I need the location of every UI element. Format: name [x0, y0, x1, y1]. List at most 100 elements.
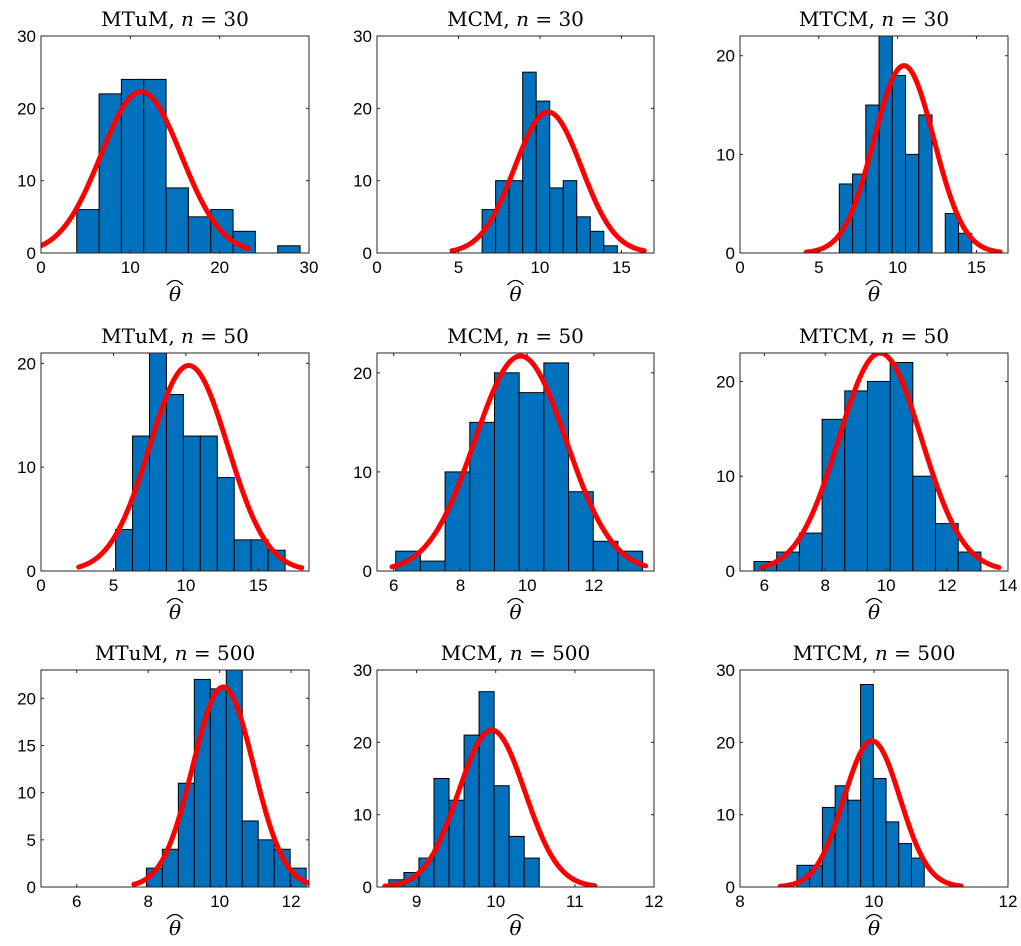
bars-mtum-n50 [115, 353, 286, 571]
panel-mcm-n30: 0 5 10 15 0 10 20 30 MCM, n = 30 θ [353, 7, 655, 306]
histogram-bar [209, 688, 227, 887]
y-tick-label: 10 [17, 784, 36, 803]
histogram-bar [535, 100, 551, 253]
hat-accent-icon [507, 597, 524, 604]
hat-accent-icon [865, 597, 883, 604]
x-tick-label: 8 [456, 576, 465, 595]
histogram-bar [493, 372, 520, 571]
y-tick-label: 10 [716, 145, 735, 164]
histogram-bar [478, 691, 495, 887]
axes-box [376, 35, 655, 254]
panel-mtcm-n30: 0 5 10 15 0 10 20 MTCM, n = 30 θ [716, 7, 1009, 306]
y-tick-label: 20 [353, 99, 372, 118]
normal-fit-curve [382, 727, 598, 887]
histogram-bar [847, 799, 862, 887]
x-tick-label: 10 [210, 892, 229, 911]
x-tick-label: 10 [530, 258, 549, 277]
histogram-bar [143, 78, 167, 253]
panel-mcm-n50: 6 8 10 12 0 10 20 MCM, n = 50 θ [353, 324, 655, 624]
x-tick-label: 8 [821, 576, 830, 595]
y-tick-label: 10 [716, 806, 735, 825]
y-tick-label: 0 [726, 878, 735, 897]
normal-fit-curve [803, 63, 1003, 253]
y-tick-label: 0 [363, 244, 372, 263]
histogram-bar [241, 820, 259, 887]
y-tick-label: 20 [17, 689, 36, 708]
x-tick-label: 8 [143, 892, 152, 911]
panel-mtcm-n50: 6 8 10 12 14 0 10 20 MTCM, n = 50 θ [716, 324, 1017, 624]
bars-mtum-n30 [76, 78, 301, 253]
histogram-bar [898, 843, 913, 887]
histogram-bar [562, 180, 578, 253]
y-tick-label: 0 [27, 562, 36, 581]
y-tick-label: 15 [17, 736, 36, 755]
histogram-bar [419, 560, 446, 571]
axes-box [739, 35, 1009, 254]
histogram-bar [165, 187, 189, 253]
axes-box [376, 669, 655, 888]
chart-title: MTuM, n = 50 [101, 324, 249, 348]
x-tick-label: 15 [967, 258, 986, 277]
hat-accent-icon [865, 913, 883, 920]
x-tick-label: 10 [121, 258, 140, 277]
normal-fit-curve [41, 89, 251, 251]
chart-title: MCM, n = 500 [441, 641, 591, 665]
histogram-bar [589, 230, 605, 253]
histogram-bar [905, 153, 920, 253]
x-tick-label: 10 [518, 576, 537, 595]
x-tick-label: 6 [760, 576, 769, 595]
bars-mtcm-n500 [796, 683, 925, 887]
histogram-bar [493, 785, 510, 887]
y-tick-label: 10 [17, 172, 36, 191]
axes-box [40, 669, 310, 888]
x-axis-label: θ [509, 600, 521, 624]
x-tick-label: 11 [566, 892, 584, 911]
normal-fit-curve [131, 684, 309, 887]
y-tick-label: 20 [353, 733, 372, 752]
y-tick-label: 30 [353, 661, 372, 680]
y-tick-label: 0 [726, 562, 735, 581]
hat-accent-icon [507, 279, 524, 286]
y-tick-label: 5 [27, 831, 36, 850]
chart-title: MTCM, n = 500 [793, 641, 956, 665]
histogram-bar [508, 835, 525, 887]
normal-fit-curve [389, 353, 649, 570]
x-axis-label: θ [509, 916, 521, 940]
histogram-bar [182, 435, 201, 571]
y-tick-label: 0 [363, 562, 372, 581]
hat-accent-icon [166, 913, 184, 920]
histogram-bar [225, 670, 243, 887]
histogram-bar [866, 380, 891, 571]
bars-mcm-n500 [388, 691, 540, 887]
x-tick-label: 6 [389, 576, 398, 595]
y-tick-label: 0 [27, 878, 36, 897]
y-tick-label: 20 [716, 733, 735, 752]
panel-mtum-n30: 0 10 20 30 0 10 20 30 MTuM, n = 30 θ [17, 7, 318, 306]
histogram-bar [844, 390, 868, 571]
histogram-bar [912, 475, 937, 571]
histogram-bar [257, 839, 275, 887]
hat-accent-icon [507, 913, 524, 920]
histogram-bar [508, 180, 524, 253]
y-tick-label: 10 [17, 458, 36, 477]
x-tick-label: 10 [176, 576, 195, 595]
x-tick-label: 10 [888, 258, 907, 277]
histogram-bar [576, 216, 591, 253]
x-axis-label: θ [169, 282, 181, 306]
normal-fit-curve [758, 353, 1002, 570]
axes-box [376, 352, 655, 572]
histogram-bar [944, 213, 959, 253]
x-axis-label: θ [868, 916, 880, 940]
chart-title: MCM, n = 50 [447, 324, 584, 348]
x-tick-label: 30 [300, 258, 319, 277]
x-tick-label: 9 [412, 892, 421, 911]
panel-mtcm-n500: 8 10 12 0 10 20 30 MTCM, n = 500 θ [716, 641, 1017, 940]
x-tick-label: 12 [999, 892, 1018, 911]
x-tick-label: 0 [36, 576, 45, 595]
x-tick-label: 10 [486, 892, 505, 911]
y-tick-label: 20 [716, 47, 735, 66]
normal-fit-curve [449, 109, 647, 253]
histogram-bar [233, 539, 252, 571]
y-tick-label: 20 [353, 364, 372, 383]
x-tick-label: 12 [938, 576, 957, 595]
